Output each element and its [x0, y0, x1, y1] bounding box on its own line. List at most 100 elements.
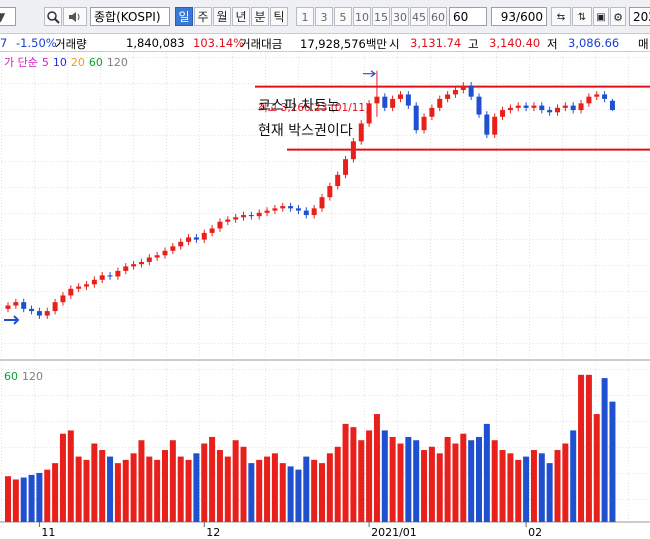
- label: 거래대금: [240, 37, 283, 51]
- candle-body: [437, 98, 443, 108]
- legend-entry: 120: [107, 56, 128, 69]
- candle-body: [178, 241, 184, 247]
- candle-body: [452, 89, 458, 95]
- toolbar-button[interactable]: 분: [251, 7, 269, 26]
- volume-bar: [593, 414, 600, 522]
- candle-body: [52, 302, 58, 312]
- toolbar-button[interactable]: 60: [429, 7, 447, 26]
- candle-body: [233, 217, 239, 220]
- tool-button[interactable]: ⇆: [551, 7, 571, 26]
- candle-body: [295, 208, 301, 211]
- legend-entry: 60: [4, 370, 18, 383]
- volume-bar: [405, 436, 412, 522]
- volume-bar: [99, 450, 106, 522]
- volume-bar: [436, 453, 443, 522]
- volume-bar: [287, 466, 294, 522]
- sound-icon: [69, 12, 80, 22]
- candle-body: [288, 206, 294, 209]
- label: 고: [468, 37, 479, 51]
- interval-select[interactable]: 60: [449, 7, 487, 26]
- x-tick-label: 2021/01: [371, 526, 417, 539]
- volume-bar: [114, 463, 121, 522]
- candle-body: [492, 116, 498, 135]
- candle-body: [303, 210, 309, 216]
- toolbar-button[interactable]: 월: [213, 7, 231, 26]
- candle-body: [84, 284, 89, 287]
- volume-bar: [12, 479, 19, 522]
- candle-body: [201, 232, 207, 240]
- volume-bar: [413, 440, 420, 522]
- toolbar-button[interactable]: 년: [232, 7, 250, 26]
- volume-bar: [52, 463, 59, 522]
- candle-body: [531, 105, 537, 108]
- candle-body: [131, 264, 137, 267]
- low-price: 3,086.66: [568, 36, 620, 50]
- toolbar-button[interactable]: 10: [353, 7, 371, 26]
- quote-bar: 7 -1.50% 거래량 1,840,083 103.14% 거래대금 17,9…: [0, 34, 650, 52]
- candle-body: [421, 116, 427, 131]
- candle-body: [76, 286, 82, 289]
- candle-body: [327, 186, 333, 198]
- volume-bar: [546, 463, 553, 522]
- search-button[interactable]: [44, 7, 62, 26]
- date-input[interactable]: 202: [629, 7, 650, 26]
- toolbar-button[interactable]: 45: [410, 7, 428, 26]
- toolbar-button[interactable]: 30: [391, 7, 409, 26]
- volume-ratio: 103.14%: [193, 36, 245, 50]
- volume-bar: [209, 436, 216, 522]
- volume-bar: [146, 456, 153, 522]
- symbol-input[interactable]: 종합(KOSPI): [90, 7, 170, 26]
- candle-body: [241, 215, 246, 218]
- candle-body: [193, 237, 199, 240]
- candle-body: [515, 105, 521, 108]
- volume-bar: [499, 450, 506, 522]
- volume-bar: [28, 474, 35, 522]
- code-dropdown[interactable]: ▼: [0, 7, 16, 26]
- toolbar-button[interactable]: 5: [334, 7, 352, 26]
- candle-body: [225, 219, 231, 222]
- x-tick-label: 12: [206, 526, 220, 539]
- high-price: 3,140.40: [489, 36, 541, 50]
- toolbar-button[interactable]: 틱: [270, 7, 288, 26]
- sound-button[interactable]: [63, 7, 87, 26]
- chart: 가 단순 5 10 20 60 120 60 120 최고 3,266.23 (01/11)…: [0, 52, 650, 539]
- volume-bar: [75, 456, 82, 522]
- candle-body: [507, 107, 513, 111]
- arrow-icon: [4, 315, 20, 325]
- label: 시: [389, 37, 400, 51]
- volume-bar: [83, 459, 90, 522]
- toolbar-button[interactable]: 3: [315, 7, 333, 26]
- tool-button[interactable]: ⇅: [572, 7, 592, 26]
- volume-bar: [381, 430, 388, 522]
- label: 저: [547, 37, 558, 51]
- amount: 17,928,576백만: [300, 37, 388, 51]
- volume-bar: [421, 450, 428, 522]
- volume-bar: [389, 436, 396, 522]
- candle-body: [209, 228, 215, 233]
- toolbar-button[interactable]: 주: [194, 7, 212, 26]
- candle-body: [609, 100, 615, 111]
- volume-bar: [609, 401, 616, 522]
- candle-body: [44, 311, 50, 316]
- volume-bar: [91, 443, 98, 522]
- count-input[interactable]: 93/600: [491, 7, 547, 26]
- legend-entry: 120: [22, 370, 43, 383]
- volume-bar: [295, 469, 302, 522]
- candle-body: [586, 96, 592, 104]
- toolbar-button[interactable]: 15: [372, 7, 390, 26]
- partial-text: 매: [638, 37, 649, 51]
- toolbar-button[interactable]: 1: [296, 7, 314, 26]
- settings-button[interactable]: ⚙: [610, 7, 626, 26]
- volume-bar: [271, 453, 278, 522]
- legend-entry: 60: [89, 56, 103, 69]
- volume-bar: [334, 446, 341, 522]
- candle-body: [107, 275, 113, 277]
- toolbar-button[interactable]: 일: [175, 7, 193, 26]
- legend-entry: 5: [42, 56, 49, 69]
- save-button[interactable]: ▣: [593, 7, 609, 26]
- volume-bar: [138, 440, 145, 522]
- volume-bar: [130, 453, 137, 522]
- candle-body: [335, 174, 341, 187]
- candle-body: [186, 237, 192, 242]
